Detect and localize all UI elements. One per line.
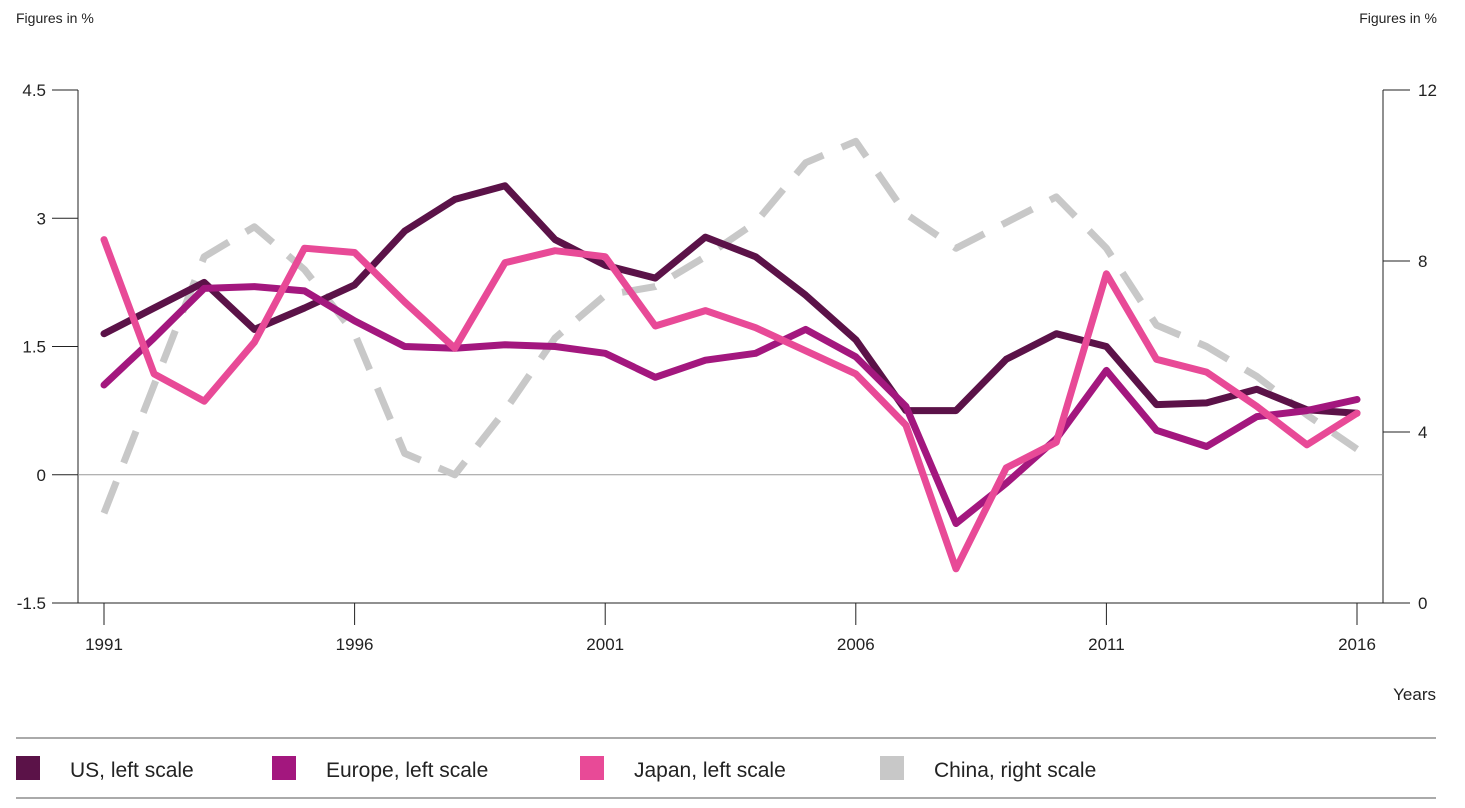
x-tick-label: 2011 <box>1088 635 1125 654</box>
legend-label: Europe, left scale <box>326 759 488 782</box>
series-line-europe <box>100 283 1361 527</box>
left-tick-label: 4.5 <box>22 81 46 100</box>
legend-swatch <box>16 756 40 780</box>
legend-label: China, right scale <box>934 759 1096 782</box>
right-tick-label: 4 <box>1418 423 1427 442</box>
x-tick-label: 2001 <box>586 635 624 654</box>
x-axis-ticks: 1991 1996 2001 2006 2011 2016 <box>85 603 1376 654</box>
series-line-japan <box>100 236 1361 573</box>
series-line-china <box>100 137 1359 515</box>
x-tick-label: 2016 <box>1338 635 1376 654</box>
legend-label: US, left scale <box>70 759 194 782</box>
legend: US, left scale Europe, left scale Japan, l… <box>16 756 1096 782</box>
right-tick-label: 12 <box>1418 81 1437 100</box>
right-tick-label: 8 <box>1418 252 1427 271</box>
series-lines <box>100 137 1361 573</box>
x-tick-label: 1991 <box>85 635 123 654</box>
x-axis-label: Years <box>1393 685 1436 704</box>
x-tick-label: 1996 <box>336 635 374 654</box>
right-axis-unit: Figures in % <box>1359 10 1437 26</box>
legend-swatch <box>272 756 296 780</box>
right-axis-ticks: 12 8 4 0 <box>1383 81 1437 613</box>
legend-swatch <box>880 756 904 780</box>
series-line-us <box>100 182 1361 417</box>
right-tick-label: 0 <box>1418 594 1427 613</box>
left-tick-label: 1.5 <box>22 338 46 357</box>
x-tick-label: 2006 <box>837 635 875 654</box>
left-tick-label: -1.5 <box>17 594 46 613</box>
left-axis-unit: Figures in % <box>16 10 94 26</box>
left-tick-label: 0 <box>37 466 46 485</box>
left-tick-label: 3 <box>37 209 46 228</box>
left-axis-ticks: 4.5 3 1.5 0 -1.5 <box>17 81 78 613</box>
legend-swatch <box>580 756 604 780</box>
legend-label: Japan, left scale <box>634 759 786 782</box>
